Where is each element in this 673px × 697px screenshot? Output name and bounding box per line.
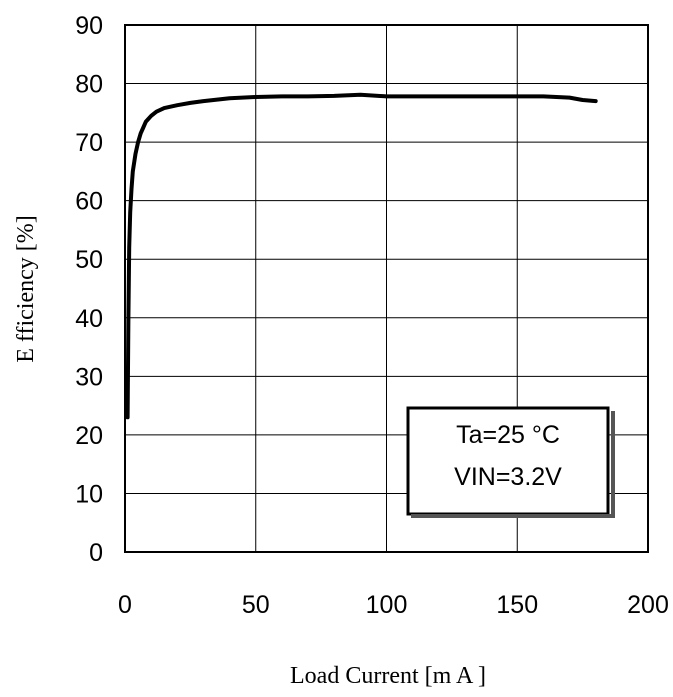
y-tick-label: 0: [89, 539, 103, 567]
y-tick-label: 10: [75, 480, 103, 508]
y-tick-label: 90: [75, 12, 103, 40]
x-tick-label: 150: [496, 591, 538, 619]
y-tick-label: 30: [75, 363, 103, 391]
grid: [125, 25, 648, 552]
annotation-line-2: VIN=3.2V: [454, 463, 562, 491]
y-tick-label: 40: [75, 305, 103, 333]
x-tick-label: 100: [366, 591, 408, 619]
series-group: [125, 92, 598, 420]
annotation-shadow-bottom: [411, 514, 615, 518]
efficiency-series-line: [125, 92, 598, 420]
y-tick-label: 50: [75, 246, 103, 274]
x-tick-label: 0: [118, 591, 132, 619]
y-tick-label: 60: [75, 188, 103, 216]
conditions-annotation: Ta=25 °C VIN=3.2V: [406, 406, 615, 518]
x-tick-label: 50: [242, 591, 270, 619]
y-tick-label: 20: [75, 422, 103, 450]
tick-labels: 0 10 20 30 40 50 60 70 80 90 0 50 100 150 200: [75, 12, 669, 619]
x-tick-label: 200: [627, 591, 669, 619]
y-tick-label: 70: [75, 129, 103, 157]
plot-frame: [124, 24, 649, 553]
x-axis-title: Load Current [m A ]: [290, 663, 486, 689]
annotation-line-1: Ta=25 °C: [456, 421, 560, 449]
y-tick-label: 80: [75, 71, 103, 99]
annotation-shadow-right: [611, 411, 615, 517]
y-axis-title: E fficiency [%]: [13, 215, 39, 362]
